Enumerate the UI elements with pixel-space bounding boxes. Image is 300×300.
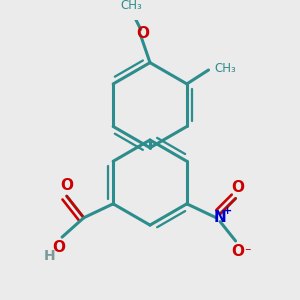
Text: O: O xyxy=(60,178,73,193)
Text: N: N xyxy=(214,210,226,225)
Text: CH₃: CH₃ xyxy=(121,0,142,12)
Text: CH₃: CH₃ xyxy=(215,62,236,75)
Text: ⁻: ⁻ xyxy=(244,246,250,259)
Text: O: O xyxy=(231,244,244,259)
Text: H: H xyxy=(44,249,56,263)
Text: O: O xyxy=(136,26,149,41)
Text: O: O xyxy=(52,240,65,255)
Text: O: O xyxy=(231,180,244,195)
Text: +: + xyxy=(223,206,232,216)
